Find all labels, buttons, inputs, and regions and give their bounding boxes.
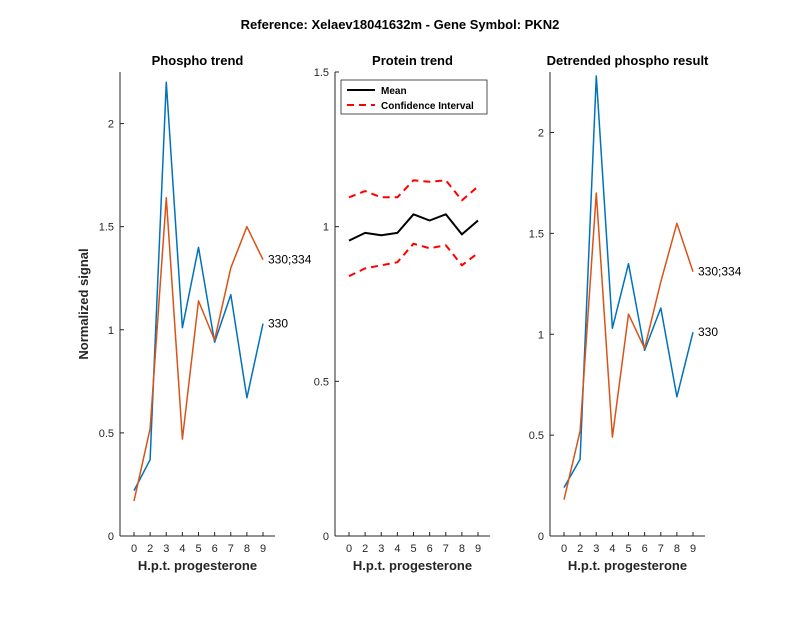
x-tick-label: 8 (459, 543, 465, 555)
x-tick-label: 6 (212, 543, 218, 555)
x-tick-label: 2 (362, 543, 368, 555)
x-tick-label: 6 (642, 543, 648, 555)
legend-entry: Mean (381, 86, 407, 97)
x-tick-label: 4 (394, 543, 400, 555)
x-tick-label: 9 (475, 543, 481, 555)
y-tick-label: 0.5 (314, 376, 329, 388)
y-tick-label: 0.5 (529, 430, 544, 442)
x-tick-label: 2 (147, 543, 153, 555)
x-tick-label: 7 (658, 543, 664, 555)
subplot-title: Phospho trend (152, 53, 244, 68)
series-end-label: 330;334 (268, 253, 312, 267)
x-tick-label: 9 (260, 543, 266, 555)
series-line-2 (348, 179, 479, 202)
x-tick-label: 5 (195, 543, 201, 555)
y-tick-label: 1.5 (99, 222, 114, 234)
y-tick-label: 0 (538, 531, 544, 543)
y-tick-label: 1 (538, 329, 544, 341)
series-line-1 (348, 213, 479, 242)
legend-box (340, 79, 488, 115)
x-tick-label: 5 (625, 543, 631, 555)
series-end-label: 330;334 (698, 265, 742, 279)
y-tick-label: 0 (108, 531, 114, 543)
y-tick-label: 1 (323, 222, 329, 234)
y-tick-label: 1 (108, 325, 114, 337)
x-axis-label: H.p.t. progesterone (568, 558, 687, 573)
series-end-label: 330 (268, 317, 288, 331)
series-line-2 (133, 197, 264, 502)
x-tick-label: 8 (244, 543, 250, 555)
x-tick-label: 4 (609, 543, 615, 555)
x-tick-label: 0 (561, 543, 567, 555)
y-tick-label: 2 (108, 119, 114, 131)
x-tick-label: 4 (179, 543, 185, 555)
legend-entry: Confidence Interval (381, 101, 474, 112)
figure-suptitle: Reference: Xelaev18041632m - Gene Symbol… (241, 17, 560, 32)
series-line-2 (563, 192, 694, 500)
y-tick-label: 1.5 (529, 228, 544, 240)
x-tick-label: 8 (674, 543, 680, 555)
x-tick-label: 6 (427, 543, 433, 555)
y-tick-label: 1.5 (314, 67, 329, 79)
y-tick-label: 2 (538, 128, 544, 140)
x-tick-label: 3 (163, 543, 169, 555)
x-axis-label: H.p.t. progesterone (353, 558, 472, 573)
series-end-label: 330 (698, 325, 718, 339)
y-tick-label: 0 (323, 531, 329, 543)
series-line-1 (133, 81, 264, 491)
x-tick-label: 0 (131, 543, 137, 555)
x-tick-label: 3 (378, 543, 384, 555)
x-tick-label: 2 (577, 543, 583, 555)
x-tick-label: 3 (593, 543, 599, 555)
x-tick-label: 0 (346, 543, 352, 555)
x-tick-label: 7 (228, 543, 234, 555)
y-tick-label: 0.5 (99, 428, 114, 440)
x-axis-label: H.p.t. progesterone (138, 558, 257, 573)
x-tick-label: 9 (690, 543, 696, 555)
y-axis-label: Normalized signal (76, 248, 91, 359)
x-tick-label: 7 (443, 543, 449, 555)
subplot-title: Detrended phospho result (547, 53, 709, 68)
series-line-1 (563, 75, 694, 488)
subplot-title: Protein trend (372, 53, 453, 68)
series-line-3 (348, 242, 479, 278)
x-tick-label: 5 (410, 543, 416, 555)
